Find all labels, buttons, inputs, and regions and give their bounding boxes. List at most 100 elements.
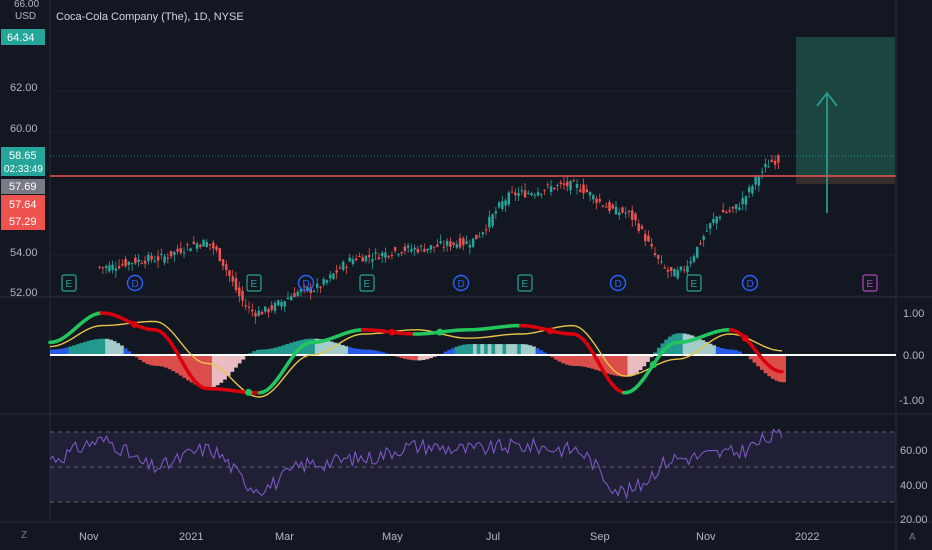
macd-cross-dot — [131, 320, 139, 328]
macd-histogram-bar — [267, 348, 272, 355]
macd-histogram-bar — [587, 355, 592, 368]
macd-histogram-bar — [748, 355, 753, 360]
macd-histogram-bar — [366, 349, 371, 355]
candle-body — [309, 287, 312, 294]
candle-body — [400, 252, 403, 254]
target-price-badge: 64.34 — [7, 32, 35, 44]
candle-body — [179, 248, 183, 253]
candle-body — [744, 196, 748, 205]
macd-histogram-bar — [561, 355, 566, 364]
candle-body — [494, 211, 498, 214]
macd-histogram-bar — [344, 346, 349, 355]
marker-frame — [517, 274, 533, 292]
candle-body — [296, 291, 299, 296]
candle-body — [124, 259, 127, 267]
candle-body — [598, 199, 601, 202]
macd-histogram-bar — [642, 355, 647, 367]
candle-body — [199, 244, 202, 247]
candle-body — [712, 218, 715, 223]
macd-histogram-bar — [421, 355, 426, 361]
dividend-marker-icon: D — [126, 274, 144, 292]
macd-histogram-bar — [112, 341, 117, 355]
target-zone[interactable] — [796, 37, 895, 184]
earnings-marker-icon: E — [61, 274, 77, 292]
last-price-badge: 58.65 — [9, 150, 37, 162]
candle-body — [306, 287, 309, 292]
candle-body — [117, 266, 121, 269]
candle-body — [354, 258, 358, 261]
macd-histogram-bar — [476, 344, 481, 355]
macd-histogram-bar — [572, 355, 577, 366]
candle-body — [718, 216, 722, 219]
candle-body — [514, 192, 517, 196]
candle-body — [160, 253, 163, 255]
candle-body — [251, 309, 254, 312]
candle-body — [215, 246, 218, 251]
candle-body — [231, 276, 234, 282]
candle-body — [225, 264, 228, 271]
candle-body — [588, 192, 592, 196]
candle-body — [393, 247, 397, 251]
macd-histogram-bar — [189, 355, 194, 383]
marker-frame — [686, 274, 702, 292]
candle-body — [559, 182, 563, 184]
candle-body — [702, 236, 705, 240]
macd-histogram-bar — [171, 355, 176, 372]
candle-body — [621, 207, 624, 213]
macd-cross-dot — [546, 327, 554, 335]
candle-body — [156, 256, 160, 261]
marker-label: D — [132, 279, 139, 290]
marker-label: E — [691, 279, 698, 290]
candle-body — [328, 274, 332, 279]
macd-histogram-bar — [403, 355, 408, 359]
time-tick: Sep — [590, 531, 610, 543]
macd-histogram-bar — [715, 346, 720, 355]
candle-body — [734, 204, 738, 209]
macd-histogram-bar — [53, 349, 58, 355]
macd-histogram-bar — [778, 355, 783, 382]
candle-body — [624, 212, 627, 214]
macd-histogram-bar — [303, 339, 308, 355]
macd-histogram-bar — [579, 355, 584, 367]
macd-histogram-bar — [465, 344, 470, 355]
candle-body — [312, 291, 316, 293]
candle-body — [192, 241, 196, 244]
candle-body — [660, 261, 663, 263]
candle-body — [682, 269, 686, 271]
candle-body — [471, 238, 475, 247]
macd-histogram-bar — [450, 348, 455, 355]
candle-body — [397, 254, 400, 256]
dividend-marker-icon: D — [741, 274, 759, 292]
candle-body — [380, 252, 384, 257]
candle-body — [497, 202, 501, 208]
macd-histogram-bar — [116, 343, 121, 355]
candle-body — [605, 206, 608, 208]
macd-histogram-bar — [83, 341, 88, 355]
candle-body — [695, 246, 699, 258]
auto-scale-icon[interactable]: A — [909, 532, 916, 543]
macd-histogram-bar — [193, 355, 198, 385]
macd-histogram-bar — [576, 355, 580, 367]
macd-histogram-bar — [97, 338, 102, 355]
candle-body — [455, 244, 459, 248]
macd-histogram-bar — [79, 343, 84, 355]
candle-body — [572, 180, 575, 182]
macd-histogram-bar — [469, 344, 474, 355]
candle-body — [475, 234, 478, 240]
macd-histogram-bar — [513, 344, 518, 355]
candle-body — [699, 243, 702, 245]
macd-histogram-bar — [638, 355, 643, 371]
candle-body — [527, 192, 530, 194]
candle-body — [478, 236, 481, 238]
candle-body — [507, 192, 511, 205]
macd-histogram-bar — [410, 355, 415, 361]
macd-histogram-bar — [712, 345, 717, 355]
marker-frame — [126, 274, 144, 292]
timezone-icon[interactable]: Z — [21, 530, 27, 541]
macd-histogram-bar — [278, 346, 283, 355]
candle-body — [510, 191, 514, 193]
candle-body — [367, 255, 371, 258]
macd-histogram-bar — [528, 345, 533, 355]
candle-body — [669, 267, 673, 271]
